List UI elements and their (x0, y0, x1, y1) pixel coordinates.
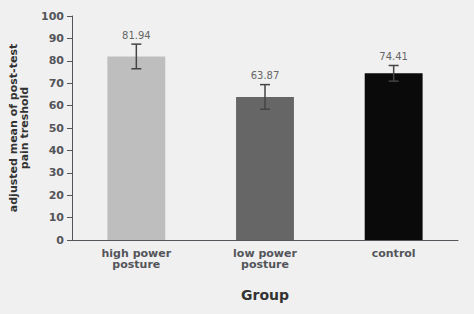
svg-text:pain treshold: pain treshold (18, 87, 31, 169)
svg-text:74.41: 74.41 (379, 51, 408, 62)
svg-text:control: control (372, 247, 416, 260)
svg-text:high power: high power (101, 247, 172, 260)
svg-text:80: 80 (49, 54, 65, 67)
svg-text:60: 60 (49, 99, 65, 112)
svg-text:posture: posture (112, 258, 160, 271)
svg-text:Group: Group (241, 287, 289, 303)
svg-text:63.87: 63.87 (251, 70, 280, 81)
svg-text:10: 10 (49, 211, 65, 224)
svg-text:posture: posture (241, 258, 289, 271)
svg-text:low power: low power (233, 247, 297, 260)
svg-text:100: 100 (41, 10, 64, 23)
svg-text:50: 50 (49, 122, 65, 135)
svg-text:81.94: 81.94 (122, 30, 151, 41)
svg-text:0: 0 (56, 234, 64, 247)
svg-text:70: 70 (49, 77, 65, 90)
svg-text:30: 30 (49, 166, 65, 179)
svg-text:90: 90 (49, 32, 65, 45)
svg-text:40: 40 (49, 144, 65, 157)
svg-text:adjusted mean of post-test: adjusted mean of post-test (7, 43, 21, 213)
svg-text:20: 20 (49, 189, 65, 202)
